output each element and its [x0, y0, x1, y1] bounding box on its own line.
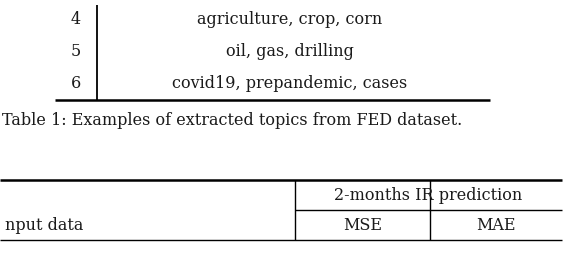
- Text: 6: 6: [71, 75, 81, 92]
- Text: MSE: MSE: [343, 216, 382, 233]
- Text: agriculture, crop, corn: agriculture, crop, corn: [197, 12, 382, 28]
- Text: MAE: MAE: [476, 216, 515, 233]
- Text: 4: 4: [71, 12, 81, 28]
- Text: 2-months IR prediction: 2-months IR prediction: [334, 187, 523, 204]
- Text: nput data: nput data: [5, 216, 83, 233]
- Text: oil, gas, drilling: oil, gas, drilling: [226, 44, 354, 60]
- Text: covid19, prepandemic, cases: covid19, prepandemic, cases: [173, 75, 408, 92]
- Text: Table 1: Examples of extracted topics from FED dataset.: Table 1: Examples of extracted topics fr…: [2, 112, 462, 129]
- Text: 5: 5: [71, 44, 81, 60]
